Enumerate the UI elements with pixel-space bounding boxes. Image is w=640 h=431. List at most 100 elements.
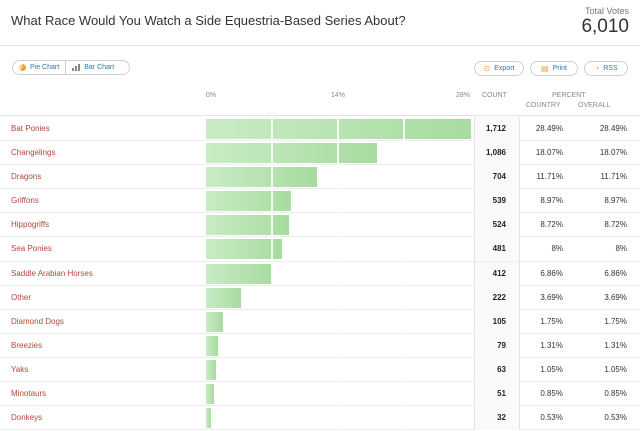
row-label[interactable]: Diamond Dogs	[11, 316, 64, 326]
count-cell	[474, 333, 520, 358]
table-row: Dragons 704 11.71% 11.71%	[0, 165, 640, 190]
table-row: Breezies 79 1.31% 1.31%	[0, 333, 640, 358]
row-percent-country: 6.86%	[540, 268, 563, 278]
total-votes-value: 6,010	[581, 16, 629, 37]
row-label[interactable]: Hippogriffs	[11, 220, 50, 230]
table-row: Diamond Dogs 105 1.75% 1.75%	[0, 309, 640, 334]
row-label[interactable]: Yaks	[11, 364, 29, 374]
country-column-header: COUNTRY	[526, 102, 561, 109]
row-count: 63	[497, 364, 506, 374]
gridline	[403, 117, 405, 431]
row-percent-overall: 0.85%	[604, 389, 627, 399]
count-cell	[474, 261, 520, 286]
bar	[206, 359, 216, 380]
bar-chart-label: Bar Chart	[84, 64, 115, 71]
bar-chart-button[interactable]: Bar Chart	[65, 61, 120, 74]
row-percent-country: 1.05%	[540, 364, 563, 374]
export-icon: ⊙	[483, 64, 491, 73]
count-cell	[474, 357, 520, 382]
row-label[interactable]: Sea Ponies	[11, 244, 52, 254]
row-percent-overall: 1.05%	[604, 364, 627, 374]
row-percent-overall: 8.72%	[604, 220, 627, 230]
row-percent-overall: 1.31%	[604, 340, 627, 350]
row-label[interactable]: Changelings	[11, 148, 56, 158]
bar-track	[206, 191, 471, 212]
row-percent-overall: 18.07%	[599, 148, 627, 158]
row-percent-country: 8.72%	[540, 220, 563, 230]
table-row: Sea Ponies 481 8% 8%	[0, 237, 640, 262]
row-percent-overall: 8.97%	[604, 196, 627, 206]
results-table: Bat Ponies 1,712 28.49% 28.49% Changelings 1,…	[0, 117, 640, 431]
table-row: Bat Ponies 1,712 28.49% 28.49%	[0, 117, 640, 142]
table-row: Changelings 1,086 18.07% 18.07%	[0, 141, 640, 166]
bar	[206, 191, 291, 212]
rss-icon: ◔	[594, 64, 600, 73]
count-column-header: COUNT	[482, 92, 507, 99]
row-percent-country: 1.75%	[540, 316, 563, 326]
bar-track	[206, 311, 471, 332]
rss-button[interactable]: ◔ RSS	[584, 61, 628, 76]
row-label[interactable]: Other	[11, 292, 32, 302]
count-cell	[474, 237, 520, 262]
bar-track	[206, 287, 471, 308]
row-count: 1,712	[485, 124, 506, 133]
row-label[interactable]: Dragons	[11, 172, 42, 182]
poll-title: What Race Would You Watch a Side Equestr…	[11, 13, 406, 28]
bar	[206, 167, 317, 188]
print-button[interactable]: ▤ Print	[530, 61, 578, 76]
export-label: Export	[494, 65, 515, 72]
pie-chart-icon	[19, 64, 26, 71]
table-row: Minotaurs 51 0.85% 0.85%	[0, 382, 640, 407]
table-row: Yaks 63 1.05% 1.05%	[0, 357, 640, 383]
row-count: 51	[497, 389, 506, 399]
row-label[interactable]: Griffons	[11, 196, 39, 206]
row-percent-country: 8.97%	[540, 196, 563, 206]
pie-chart-button[interactable]: Pie Chart	[13, 61, 65, 74]
row-label[interactable]: Minotaurs	[11, 389, 47, 399]
row-count: 481	[492, 244, 506, 254]
row-percent-country: 18.07%	[535, 148, 563, 158]
count-cell	[474, 213, 520, 238]
overall-column-header: OVERALL	[578, 102, 611, 109]
row-percent-country: 8%	[551, 244, 563, 254]
bar	[206, 384, 215, 405]
row-percent-overall: 1.75%	[604, 316, 627, 326]
table-row: Saddle Arabian Horses 412 6.86% 6.86%	[0, 261, 640, 286]
row-percent-country: 0.85%	[540, 389, 563, 399]
table-row: Other 222 3.69% 3.69%	[0, 285, 640, 310]
count-cell	[474, 117, 520, 141]
bar-track	[206, 359, 471, 380]
percent-column-header: PERCENT	[552, 92, 586, 99]
row-count: 704	[492, 172, 506, 182]
bar-track	[206, 384, 471, 405]
row-percent-country: 0.53%	[540, 413, 563, 423]
row-percent-overall: 28.49%	[599, 124, 627, 133]
rss-label: RSS	[603, 65, 618, 72]
row-count: 524	[492, 220, 506, 230]
export-button[interactable]: ⊙ Export	[474, 61, 524, 76]
row-percent-country: 11.71%	[536, 172, 563, 182]
row-label[interactable]: Saddle Arabian Horses	[11, 268, 93, 278]
row-label[interactable]: Bat Ponies	[11, 124, 50, 133]
row-count: 105	[492, 316, 506, 326]
row-label[interactable]: Donkeys	[11, 413, 43, 423]
row-percent-overall: 6.86%	[604, 268, 627, 278]
bar-track	[206, 143, 471, 164]
bar-track	[206, 239, 471, 260]
total-votes-label: Total Votes	[584, 6, 629, 16]
row-count: 1,086	[485, 148, 506, 158]
row-label[interactable]: Breezies	[11, 340, 43, 350]
count-cell	[474, 189, 520, 214]
count-cell	[474, 285, 520, 310]
pie-chart-label: Pie Chart	[30, 64, 60, 71]
table-row: Hippogriffs 524 8.72% 8.72%	[0, 213, 640, 238]
bar-track	[206, 263, 471, 284]
bar	[206, 311, 223, 332]
bar	[206, 263, 271, 284]
row-percent-country: 28.49%	[535, 124, 563, 133]
bar	[206, 239, 282, 260]
row-count: 222	[492, 292, 506, 302]
bar-track	[206, 215, 471, 236]
count-cell	[474, 309, 520, 334]
row-percent-overall: 11.71%	[600, 172, 627, 182]
